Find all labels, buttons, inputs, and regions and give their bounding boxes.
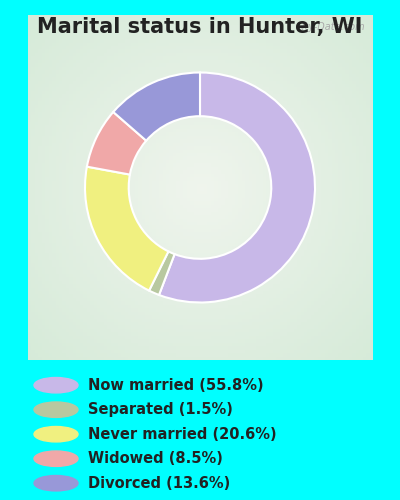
Circle shape — [34, 476, 78, 491]
Text: Divorced (13.6%): Divorced (13.6%) — [88, 476, 230, 490]
Circle shape — [34, 426, 78, 442]
Text: Never married (20.6%): Never married (20.6%) — [88, 426, 277, 442]
Wedge shape — [159, 72, 315, 302]
Text: Now married (55.8%): Now married (55.8%) — [88, 378, 264, 392]
Text: Widowed (8.5%): Widowed (8.5%) — [88, 451, 223, 466]
Wedge shape — [85, 166, 168, 290]
Wedge shape — [87, 112, 146, 174]
Text: City-Data.com: City-Data.com — [296, 22, 366, 32]
Text: Marital status in Hunter, WI: Marital status in Hunter, WI — [37, 18, 363, 38]
Wedge shape — [149, 252, 174, 295]
Circle shape — [34, 451, 78, 466]
Circle shape — [34, 402, 78, 417]
Wedge shape — [113, 72, 200, 140]
Circle shape — [34, 378, 78, 393]
Text: Separated (1.5%): Separated (1.5%) — [88, 402, 233, 417]
